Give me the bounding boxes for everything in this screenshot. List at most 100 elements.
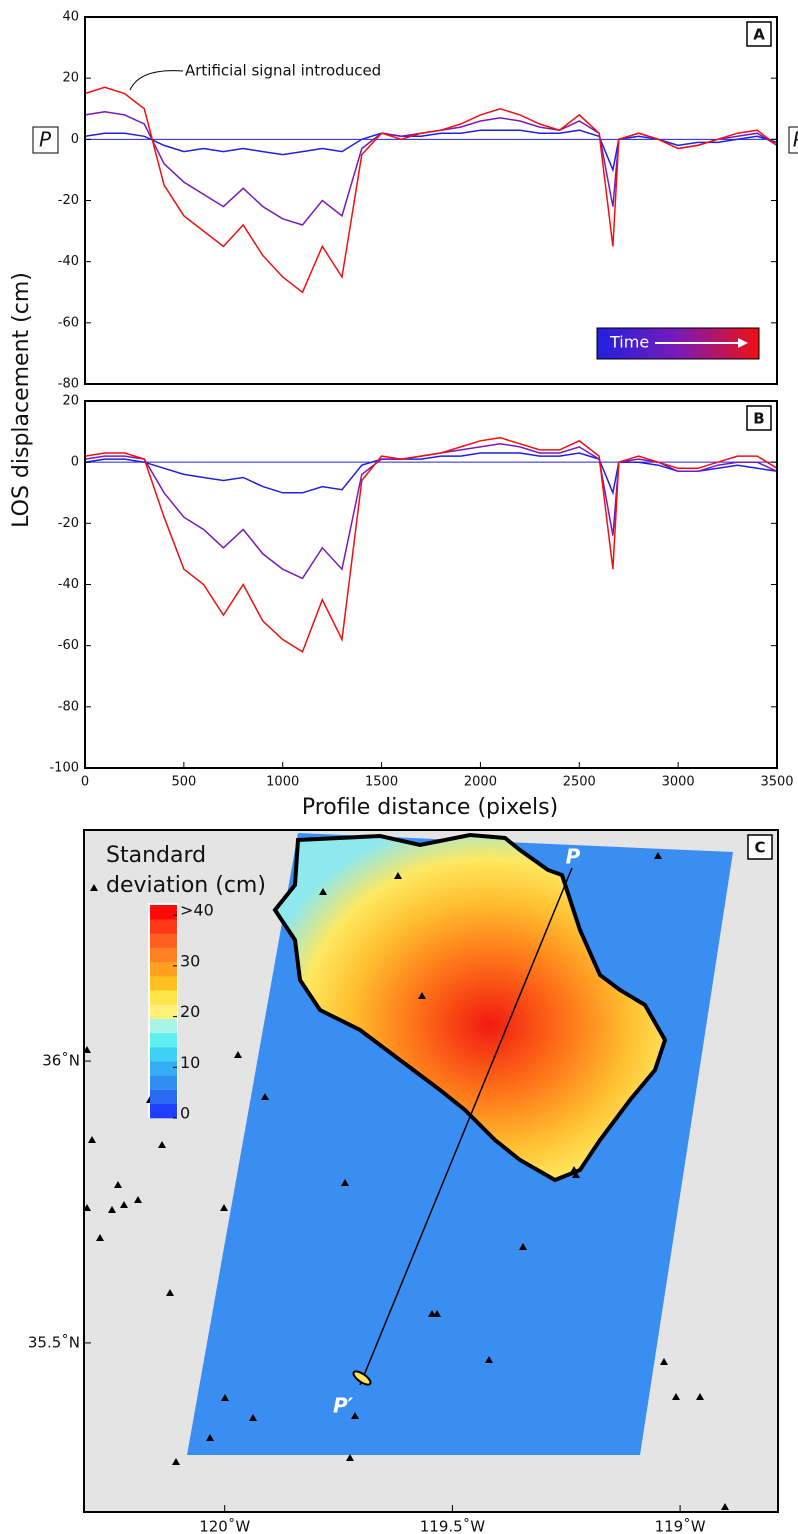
y-tick-label: -20: [58, 516, 79, 531]
profile-box: [32, 126, 59, 154]
colorbar-cell: [150, 1004, 177, 1019]
map-area: [84, 830, 778, 1512]
y-tick-label: -40: [58, 254, 79, 269]
colorbar-cell: [150, 1018, 177, 1034]
station: [696, 1393, 704, 1400]
colorbar-cell: [150, 1047, 177, 1062]
panel-label-box: [746, 21, 772, 47]
station: [721, 1503, 729, 1510]
station: [114, 1181, 122, 1188]
station: [172, 1458, 180, 1465]
profile-line: [84, 111, 778, 226]
y-tick-label: 0: [71, 455, 79, 470]
x-tick-label: 500: [171, 775, 196, 790]
x-tick-label: 0: [81, 775, 89, 790]
colorbar-tick-label: 20: [180, 1002, 200, 1021]
y-tick-label: 20: [62, 394, 79, 409]
y-tick-label: -60: [58, 315, 79, 330]
lon-tick-label: 119.5˚W: [420, 1518, 485, 1534]
station: [672, 1393, 680, 1400]
colorbar-cell: [150, 1032, 177, 1048]
y-tick-label: 0: [71, 132, 79, 147]
y-tick-label: 20: [62, 71, 79, 86]
station: [234, 1051, 242, 1058]
station: [418, 992, 426, 999]
x-tick-label: 1000: [266, 775, 299, 790]
panel-label: C: [754, 839, 765, 857]
colorbar-title: deviation (cm): [106, 873, 266, 898]
lat-tick-label: 36˚N: [42, 1052, 80, 1070]
station: [206, 1434, 214, 1441]
station: [433, 1310, 441, 1317]
axes-frame: [84, 400, 778, 769]
map-profile-end: P′: [333, 1394, 354, 1418]
y-axis-label: LOS displacement (cm): [9, 272, 34, 528]
profile-box: [788, 126, 798, 154]
colorbar-tick-label: 10: [180, 1053, 200, 1072]
panel-label: B: [753, 410, 764, 428]
profile-line: [84, 129, 778, 173]
map-frame: [83, 829, 779, 1513]
station: [158, 1141, 166, 1148]
colorbar-cell: [150, 1075, 177, 1090]
y-tick-label: -100: [49, 761, 79, 776]
x-tick-label: 3500: [760, 775, 793, 790]
station: [394, 872, 402, 879]
colorbar-cell: [150, 976, 177, 991]
station: [96, 1234, 104, 1241]
colorbar-tick-label: >40: [180, 901, 214, 920]
station: [485, 1356, 493, 1363]
colorbar-cell: [150, 905, 177, 920]
local-anomaly: [352, 1370, 372, 1386]
lon-tick-label: 120˚W: [199, 1518, 250, 1534]
stations: [84, 852, 729, 1510]
colorbar-tick-label: 0: [180, 1104, 190, 1123]
station: [660, 1358, 668, 1365]
colorbar-cell: [150, 990, 177, 1005]
y-tick-label: -60: [58, 638, 79, 653]
station: [572, 1171, 580, 1178]
station: [341, 1179, 349, 1186]
station: [84, 1046, 91, 1053]
profile-line: [84, 436, 778, 653]
profile-end-label: P′: [793, 128, 798, 152]
legend-title: Time: [609, 333, 649, 352]
lat-tick-label: 35.5˚N: [28, 1333, 80, 1351]
map-profile-start: P: [566, 845, 581, 869]
station: [88, 1136, 96, 1143]
subsidence-zone: [272, 832, 668, 1183]
station: [120, 1201, 128, 1208]
station: [519, 1243, 527, 1250]
colorbar-cell: [150, 947, 177, 963]
station: [90, 884, 98, 891]
colorbar-cell: [150, 933, 177, 948]
station: [351, 1412, 359, 1419]
profile-start-label: P: [39, 128, 52, 152]
colorbar-cell: [150, 919, 177, 934]
panel-label-box: [747, 834, 773, 860]
x-axis-label: Profile distance (pixels): [302, 795, 558, 820]
station: [654, 852, 662, 859]
profile-line: [84, 452, 778, 496]
profile-line: [84, 443, 778, 580]
colorbar-cell: [150, 961, 177, 977]
y-tick-label: -40: [58, 577, 79, 592]
x-tick-label: 2500: [563, 775, 596, 790]
annotation: Artificial signal introduced: [185, 62, 381, 80]
profile-line: [359, 867, 573, 1386]
station: [261, 1093, 269, 1100]
panel-label-box: [746, 405, 772, 431]
x-tick-label: 1500: [365, 775, 398, 790]
panel-label: A: [753, 26, 765, 44]
x-tick-label: 3000: [662, 775, 695, 790]
y-tick-label: 40: [62, 10, 79, 25]
station: [249, 1414, 257, 1421]
x-tick-label: 2000: [464, 775, 497, 790]
station: [84, 1204, 91, 1211]
station: [166, 1289, 174, 1296]
colorbar-cell: [150, 1103, 177, 1119]
station: [319, 888, 327, 895]
legend-arrow-head: [738, 338, 748, 348]
profile-line: [84, 86, 778, 294]
